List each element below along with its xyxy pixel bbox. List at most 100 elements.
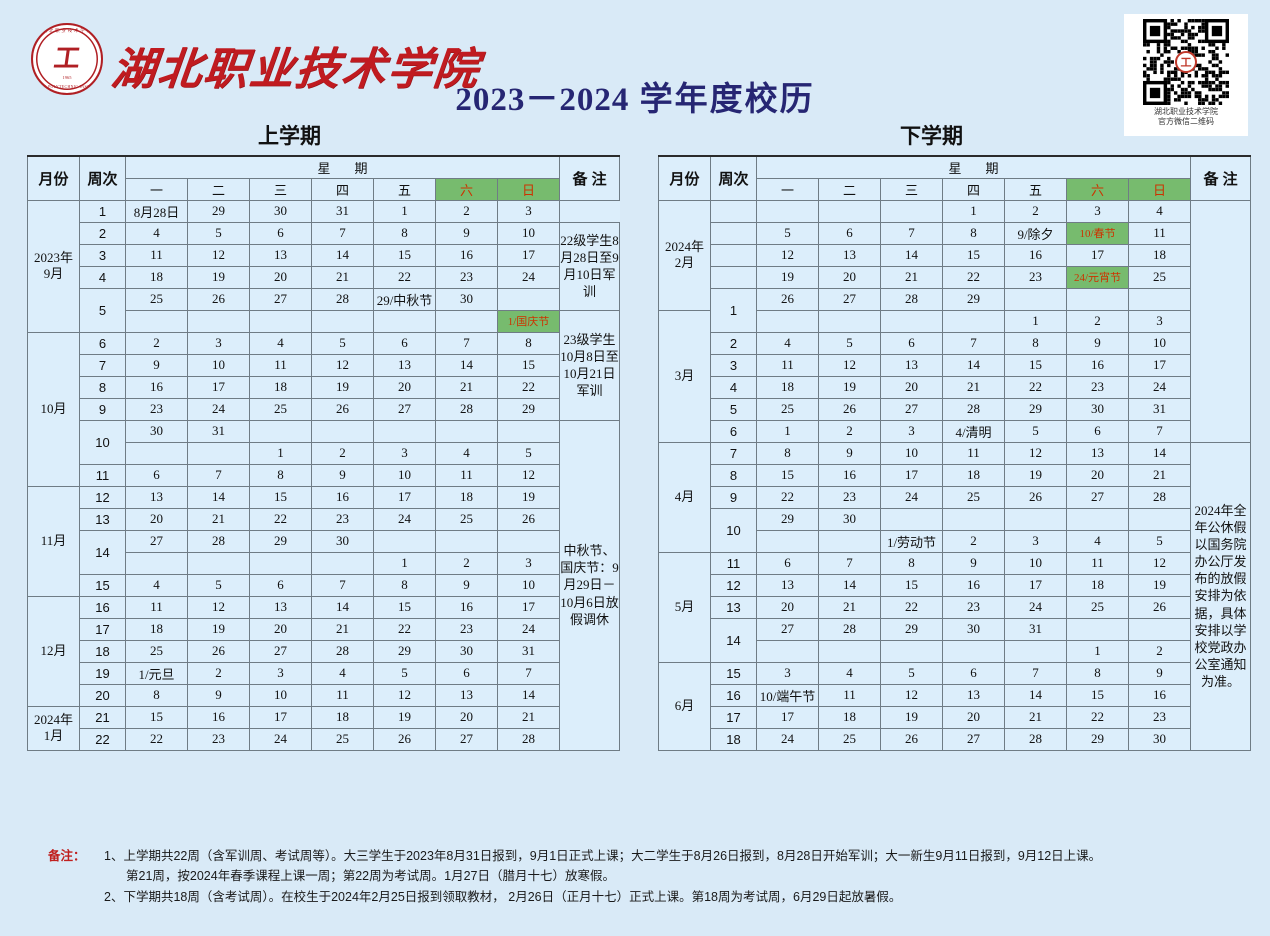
week-number-cell: 18	[710, 727, 757, 751]
day-cell: 29/中秋节	[373, 287, 436, 311]
day-cell: 7	[880, 221, 943, 245]
remark-cell: 中秋节、国庆节：9月29日－10月6日放假调休	[559, 419, 621, 751]
day-cell: 28	[496, 727, 561, 751]
day-cell: 31	[1004, 617, 1067, 641]
day-cell: 6	[756, 551, 819, 575]
day-cell: 19	[187, 265, 250, 289]
day-cell: 9/除夕	[1004, 221, 1067, 245]
day-cell: 11	[249, 353, 312, 377]
calendar-week-row: 2 4 5 6 7 8 9 10 22级学生8月28日至9月10日军训	[28, 221, 621, 311]
day-cell: 23	[942, 595, 1005, 619]
day-cell	[942, 309, 1005, 333]
week-number-cell: 2	[710, 331, 757, 355]
col-header-weekday-group: 星期	[755, 155, 1192, 179]
day-cell: 3	[756, 661, 819, 685]
day-cell: 20	[756, 595, 819, 619]
col-header-remark: 备 注	[1190, 155, 1252, 201]
day-cell: 17	[187, 375, 250, 399]
day-cell: 22	[880, 595, 943, 619]
day-cell: 1/劳动节	[880, 529, 943, 553]
col-header-dow-1: 一	[756, 177, 819, 201]
remark-cell: 2024年全年公休假以国务院办公厅发布的放假安排为依据，具体安排以学校党政办公室…	[1190, 441, 1252, 751]
day-cell: 4	[1127, 199, 1192, 223]
day-cell: 25	[125, 639, 188, 663]
day-cell: 15	[373, 243, 436, 267]
day-cell: 2	[1004, 199, 1067, 223]
qr-caption: 湖北职业技术学院 官方微信二维码	[1154, 107, 1218, 127]
qr-code-image[interactable]: 工	[1143, 19, 1229, 105]
col-header-dow-6: 六	[1066, 177, 1129, 201]
week-number-cell: 13	[710, 595, 757, 619]
day-cell: 20	[373, 375, 436, 399]
day-cell: 26	[880, 727, 943, 751]
day-cell: 16	[311, 485, 374, 509]
day-cell: 7	[311, 221, 374, 245]
day-cell: 7	[435, 331, 498, 355]
day-cell: 12	[311, 353, 374, 377]
day-cell	[818, 639, 881, 663]
day-cell: 31	[187, 419, 250, 443]
day-cell: 8	[373, 573, 436, 597]
day-cell: 4	[311, 661, 374, 685]
day-cell	[756, 309, 819, 333]
day-cell: 2	[311, 441, 374, 465]
calendar-week-row: 6月 15 3 4 5 6 7 8 9	[658, 661, 1251, 751]
day-cell: 30	[1127, 727, 1192, 751]
day-cell: 15	[942, 243, 1005, 267]
qr-caption-line1: 湖北职业技术学院	[1154, 107, 1218, 116]
day-cell: 18	[311, 705, 374, 729]
day-cell: 18	[756, 375, 819, 399]
day-cell: 18	[818, 705, 881, 729]
day-cell: 28	[311, 287, 374, 311]
day-cell: 29	[942, 287, 1005, 311]
day-cell: 19	[756, 265, 819, 289]
day-cell: 17	[496, 595, 561, 619]
day-cell	[249, 551, 312, 575]
day-cell: 30	[1066, 397, 1129, 421]
day-cell: 7	[1127, 419, 1192, 443]
col-header-dow-3: 三	[249, 177, 312, 201]
day-cell: 1	[373, 199, 436, 223]
day-cell: 18	[1127, 243, 1192, 267]
logo-ring-bottom-text: HUBEI POLYTECHNIC INSTITUTE	[33, 85, 103, 89]
day-cell: 12	[496, 463, 561, 487]
day-cell: 30	[435, 639, 498, 663]
qr-caption-line2: 官方微信二维码	[1158, 117, 1214, 126]
col-header-dow-5: 五	[373, 177, 436, 201]
day-cell: 16	[435, 243, 498, 267]
day-cell	[435, 529, 498, 553]
week-number-cell: 6	[79, 331, 126, 355]
day-cell: 30	[435, 287, 498, 311]
day-cell: 4	[125, 221, 188, 245]
footer-line-1: 1、上学期共22周（含军训周、考试周等）。大三学生于2023年8月31日报到，9…	[104, 849, 1102, 863]
day-cell: 10	[1127, 331, 1192, 355]
month-label-cell: 10月	[27, 331, 80, 487]
day-cell: 27	[756, 617, 819, 641]
day-cell: 25	[942, 485, 1005, 509]
week-number-cell: 2	[79, 221, 126, 245]
day-cell	[249, 419, 312, 443]
week-number-cell: 19	[79, 661, 126, 685]
day-cell: 14	[496, 683, 561, 707]
wechat-qr-block[interactable]: 工 湖北职业技术学院 官方微信二维码	[1124, 14, 1248, 136]
day-cell: 26	[496, 507, 561, 531]
day-cell: 24	[1004, 595, 1067, 619]
day-cell: 27	[880, 397, 943, 421]
day-cell: 30	[942, 617, 1005, 641]
week-number-cell: 16	[710, 683, 757, 707]
day-cell: 8	[942, 221, 1005, 245]
day-cell: 30	[249, 199, 312, 223]
day-cell	[818, 309, 881, 333]
month-label-cell: 11月	[27, 485, 80, 597]
day-cell: 3	[496, 551, 561, 575]
week-number-cell: 3	[79, 243, 126, 267]
day-cell: 15	[373, 595, 436, 619]
day-cell: 1	[942, 199, 1005, 223]
day-cell: 19	[496, 485, 561, 509]
day-cell: 5	[187, 221, 250, 245]
day-cell	[125, 551, 188, 575]
day-cell: 13	[1066, 441, 1129, 465]
day-cell: 1	[373, 551, 436, 575]
